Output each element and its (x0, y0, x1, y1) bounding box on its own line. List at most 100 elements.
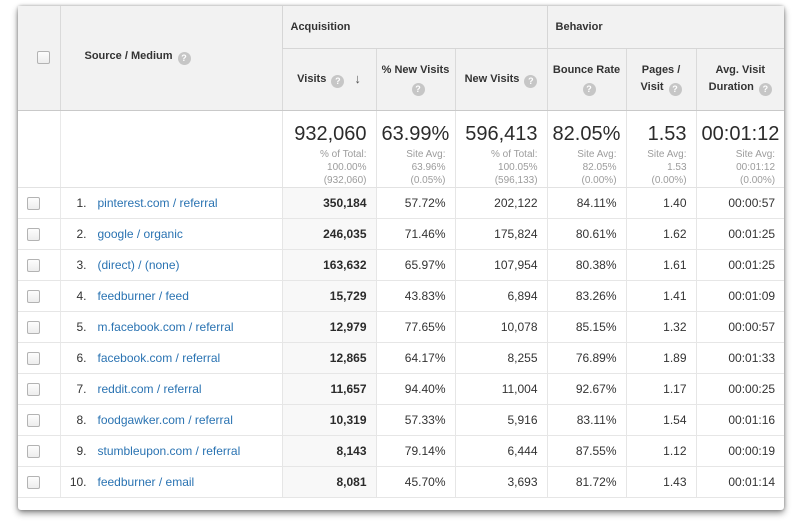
cell-bounce-rate: 81.72% (546, 466, 627, 498)
column-header-visits[interactable]: Visits? ↓ (281, 48, 376, 111)
row-checkbox[interactable] (27, 320, 40, 334)
select-all-cell (18, 6, 60, 111)
cell-visits: 163,632 (281, 249, 376, 281)
source-medium-link[interactable]: facebook.com / referral (97, 350, 221, 365)
cell-new-visits: 8,255 (454, 342, 548, 374)
cell-visits: 350,184 (281, 187, 376, 219)
summary-pages-per-visit-value: 1.53 (647, 122, 687, 145)
cell-pages-per-visit: 1.89 (625, 342, 697, 374)
table-row: 7. reddit.com / referral 11,657 94.40% 11… (18, 373, 785, 405)
help-icon[interactable]: ? (411, 83, 425, 96)
column-header-pages-per-visit[interactable]: Pages / Visit? (625, 48, 697, 111)
help-icon[interactable]: ? (758, 83, 772, 96)
cell-visits: 10,319 (281, 404, 376, 436)
cell-new-visits: 3,693 (454, 466, 548, 498)
source-medium-link[interactable]: feedburner / feed (97, 288, 189, 303)
row-number: 6. (76, 350, 87, 365)
cell-pct-new-visits: 79.14% (375, 435, 455, 467)
summary-pages-per-visit-subtext: Site Avg: 1.53 (0.00%) (647, 148, 687, 186)
sort-descending-icon[interactable]: ↓ (354, 71, 361, 86)
help-icon[interactable]: ? (331, 75, 345, 88)
source-medium-link[interactable]: stumbleupon.com / referral (97, 443, 241, 458)
checkbox-cell (18, 466, 60, 498)
source-medium-link[interactable]: pinterest.com / referral (97, 195, 218, 210)
row-checkbox[interactable] (27, 475, 40, 489)
column-header-new-visits[interactable]: New Visits? (454, 48, 548, 111)
cell-pages-per-visit: 1.41 (625, 280, 697, 312)
cell-avg-duration: 00:00:19 (695, 435, 785, 467)
summary-visits: 932,060 % of Total: 100.00% (932,060) (281, 110, 376, 188)
checkbox-cell (18, 249, 60, 281)
checkbox-cell (18, 373, 60, 405)
table-row: 8. foodgawker.com / referral 10,319 57.33… (18, 404, 785, 436)
summary-avg-visit-duration: 00:01:12 Site Avg: 00:01:12 (0.00%) (695, 110, 785, 188)
column-header-row: Visits? ↓ % New Visits? New Visits? Bounc… (18, 48, 785, 111)
cell-visits: 12,865 (281, 342, 376, 374)
column-header-avg-visit-duration[interactable]: Avg. Visit Duration? (695, 48, 785, 111)
group-header-behavior: Behavior (546, 6, 785, 49)
source-medium-link[interactable]: (direct) / (none) (97, 257, 180, 272)
summary-pct-new-visits: 63.99% Site Avg: 63.96% (0.05%) (375, 110, 455, 188)
source-medium-link[interactable]: reddit.com / referral (97, 381, 202, 396)
cell-pct-new-visits: 77.65% (375, 311, 455, 343)
row-checkbox[interactable] (27, 258, 40, 272)
source-cell: 6. facebook.com / referral (59, 342, 282, 374)
row-checkbox[interactable] (27, 382, 40, 396)
table-row: 4. feedburner / feed 15,729 43.83% 6,894 … (18, 280, 785, 312)
help-icon[interactable]: ? (524, 74, 538, 88)
column-header-pct-new-visits[interactable]: % New Visits? (375, 48, 455, 111)
cell-pct-new-visits: 71.46% (375, 218, 455, 250)
group-header-acquisition: Acquisition (281, 6, 548, 49)
behavior-label: Behavior (555, 20, 603, 33)
row-checkbox[interactable] (27, 413, 40, 427)
cell-avg-duration: 00:00:57 (695, 187, 785, 219)
cell-pct-new-visits: 65.97% (375, 249, 455, 281)
summary-new-visits-value: 596,413 (465, 122, 538, 145)
row-checkbox[interactable] (27, 196, 40, 210)
column-header-bounce-rate[interactable]: Bounce Rate? (546, 48, 627, 111)
table-row: 10. feedburner / email 8,081 45.70% 3,693… (18, 466, 785, 498)
checkbox-cell (18, 311, 60, 343)
cell-new-visits: 175,824 (454, 218, 548, 250)
cell-avg-duration: 00:01:14 (695, 466, 785, 498)
summary-bounce-rate: 82.05% Site Avg: 82.05% (0.00%) (546, 110, 627, 188)
cell-pct-new-visits: 94.40% (375, 373, 455, 405)
select-all-checkbox[interactable] (36, 51, 50, 65)
cell-bounce-rate: 83.26% (546, 280, 627, 312)
source-medium-table: Source / Medium? Acquisition Behavior Vi… (18, 6, 785, 498)
help-icon[interactable]: ? (668, 83, 682, 96)
new-visits-label: New Visits (464, 72, 520, 85)
cell-new-visits: 6,894 (454, 280, 548, 312)
source-medium-link[interactable]: m.facebook.com / referral (97, 319, 234, 334)
summary-visits-subtext: % of Total: 100.00% (932,060) (319, 148, 367, 186)
row-checkbox[interactable] (27, 351, 40, 365)
row-checkbox[interactable] (27, 289, 40, 303)
checkbox-cell (18, 404, 60, 436)
summary-avg-visit-duration-subtext: Site Avg: 00:01:12 (0.00%) (735, 148, 776, 186)
help-icon[interactable]: ? (177, 52, 191, 66)
column-header-source-medium[interactable]: Source / Medium? (59, 6, 282, 111)
table-row: 2. google / organic 246,035 71.46% 175,82… (18, 218, 785, 250)
source-medium-link[interactable]: foodgawker.com / referral (97, 412, 233, 427)
summary-pct-new-visits-subtext: Site Avg: 63.96% (0.05%) (406, 148, 446, 186)
cell-pages-per-visit: 1.54 (625, 404, 697, 436)
source-cell: 8. foodgawker.com / referral (59, 404, 282, 436)
cell-pct-new-visits: 57.72% (375, 187, 455, 219)
cell-pages-per-visit: 1.43 (625, 466, 697, 498)
row-number: 8. (76, 412, 87, 427)
acquisition-label: Acquisition (290, 20, 351, 33)
row-checkbox[interactable] (27, 444, 40, 458)
pct-new-visits-label: % New Visits (381, 64, 450, 76)
source-medium-link[interactable]: google / organic (97, 226, 183, 241)
cell-avg-duration: 00:01:33 (695, 342, 785, 374)
source-cell: 5. m.facebook.com / referral (59, 311, 282, 343)
help-icon[interactable]: ? (582, 83, 596, 96)
analytics-report-table: Source / Medium? Acquisition Behavior Vi… (18, 6, 785, 510)
pages-per-visit-label: Pages / Visit (640, 64, 681, 93)
cell-visits: 246,035 (281, 218, 376, 250)
source-cell: 7. reddit.com / referral (59, 373, 282, 405)
checkbox-cell (18, 435, 60, 467)
row-number: 3. (76, 257, 87, 272)
row-checkbox[interactable] (27, 227, 40, 241)
source-medium-link[interactable]: feedburner / email (97, 474, 195, 489)
